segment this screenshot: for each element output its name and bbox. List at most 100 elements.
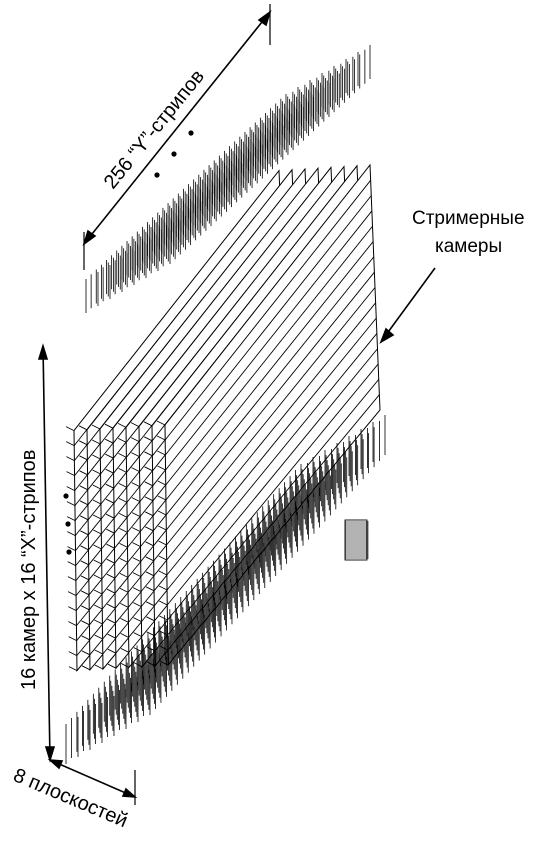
planes-label: 8 плоскостей	[10, 764, 131, 832]
chamber-divider	[166, 302, 376, 561]
connector-block-right	[344, 519, 368, 561]
x-strip-tick	[119, 542, 128, 548]
detector-planes	[65, 45, 386, 764]
x-strip-tick	[145, 541, 154, 547]
chamber-divider	[164, 180, 371, 441]
x-strip-tick	[130, 422, 140, 428]
x-strip-tick	[158, 555, 167, 561]
x-strip-tick	[105, 513, 115, 519]
x-strip-tick	[119, 572, 129, 578]
x-strip-tick	[133, 632, 142, 638]
x-strip-tick	[93, 529, 102, 535]
x-strip-tick	[67, 591, 77, 597]
x-strip-tick	[145, 556, 154, 562]
x-strip-tick	[105, 468, 114, 474]
x-strip-tick	[67, 546, 76, 552]
x-strip-tick	[120, 602, 129, 608]
x-strip-tick	[106, 573, 116, 579]
x-strip-tick	[159, 615, 168, 621]
x-strip-tick	[156, 420, 166, 426]
x-strip-tick	[144, 481, 153, 487]
x-strip-tick	[66, 501, 76, 507]
x-strip-tick	[94, 664, 104, 670]
x-strip-tick	[81, 665, 91, 671]
x-strip-tick	[143, 436, 153, 442]
x-strip-tick	[79, 470, 88, 476]
x-strip-tick	[157, 495, 167, 501]
y-strip-bundle-top-7	[97, 87, 299, 306]
x-strip-tick	[120, 617, 129, 623]
x-dots	[63, 493, 72, 555]
x-strip-tick	[79, 455, 88, 461]
x-strip-tick	[132, 572, 142, 578]
x-strip-tick	[107, 633, 116, 639]
x-strip-tick	[118, 497, 128, 503]
x-strip-tick	[79, 485, 88, 491]
chambers-label-line2: камеры	[435, 236, 502, 257]
x-strip-tick	[143, 421, 153, 427]
x-strip-tick	[94, 619, 103, 625]
x-strip-tick	[92, 454, 101, 460]
x-strip-tick	[107, 603, 116, 609]
x-strip-tick	[144, 451, 153, 457]
x-strip-tick	[118, 467, 127, 473]
x-strip-tick	[119, 587, 129, 593]
y-dots	[154, 130, 194, 178]
y-strip-bundle-bottom-5	[101, 443, 338, 743]
x-strip-tick	[131, 482, 140, 488]
x-strip-tick	[66, 516, 76, 522]
x-strip-tick	[120, 662, 130, 668]
x-strip-tick	[146, 616, 155, 622]
x-strip-tick	[132, 557, 141, 563]
x-strip-tick	[107, 618, 116, 624]
y-strip-bundle-top-8	[85, 94, 287, 313]
x-strip-tick	[132, 527, 141, 533]
x-strip-tick	[156, 435, 166, 441]
x-strip-tick	[117, 422, 127, 428]
x-strip-tick	[157, 480, 166, 486]
chambers-label-line1: Стримерные	[412, 208, 525, 229]
x-strip-tick	[106, 543, 115, 549]
y-strips-label: 256 “Y”-стрипов	[100, 66, 209, 194]
x-strip-tick	[92, 469, 101, 475]
chambers-arrow	[379, 267, 436, 344]
x-strip-tick	[78, 440, 88, 446]
chamber-divider	[165, 241, 374, 501]
x-strip-tick	[65, 441, 75, 447]
x-strip-tick	[80, 590, 90, 596]
y-strip-bundle-bottom-6	[89, 450, 326, 750]
x-strip-tick	[107, 663, 117, 669]
x-strip-tick	[93, 559, 102, 565]
x-strip-tick	[130, 437, 140, 443]
x-strip-tick	[107, 648, 117, 654]
x-strip-tick	[158, 525, 167, 531]
x-strip-tick	[118, 512, 128, 518]
x-strip-tick	[145, 571, 155, 577]
x-strip-tick	[104, 438, 114, 444]
x-strip-tick	[80, 575, 90, 581]
chamber-divider	[165, 210, 373, 471]
x-strip-tick	[158, 585, 168, 591]
x-strip-tick	[67, 531, 76, 537]
x-strip-tick	[80, 545, 89, 551]
x-strip-tick	[157, 465, 166, 471]
x-strip-tick	[106, 528, 115, 534]
x-strip-tick	[119, 527, 128, 533]
x-strip-tick	[93, 589, 103, 595]
x-strip-tick	[158, 540, 167, 546]
x-strip-tick	[92, 499, 102, 505]
x-strip-tick	[120, 647, 130, 653]
x-strip-tick	[81, 605, 90, 611]
chamber-divider	[165, 271, 375, 531]
x-strip-tick	[68, 666, 78, 672]
x-strip-tick	[65, 426, 75, 432]
x-strip-tick	[131, 452, 140, 458]
x-strip-tick	[66, 456, 75, 462]
x-strip-tick	[66, 471, 75, 477]
x-strip-tick	[80, 530, 89, 536]
y-strip-bundle-bottom-4	[113, 436, 350, 736]
x-strip-tick	[78, 425, 88, 431]
x-strip-tick	[66, 486, 75, 492]
x-strip-tick	[93, 544, 102, 550]
x-strip-tick	[68, 636, 77, 642]
